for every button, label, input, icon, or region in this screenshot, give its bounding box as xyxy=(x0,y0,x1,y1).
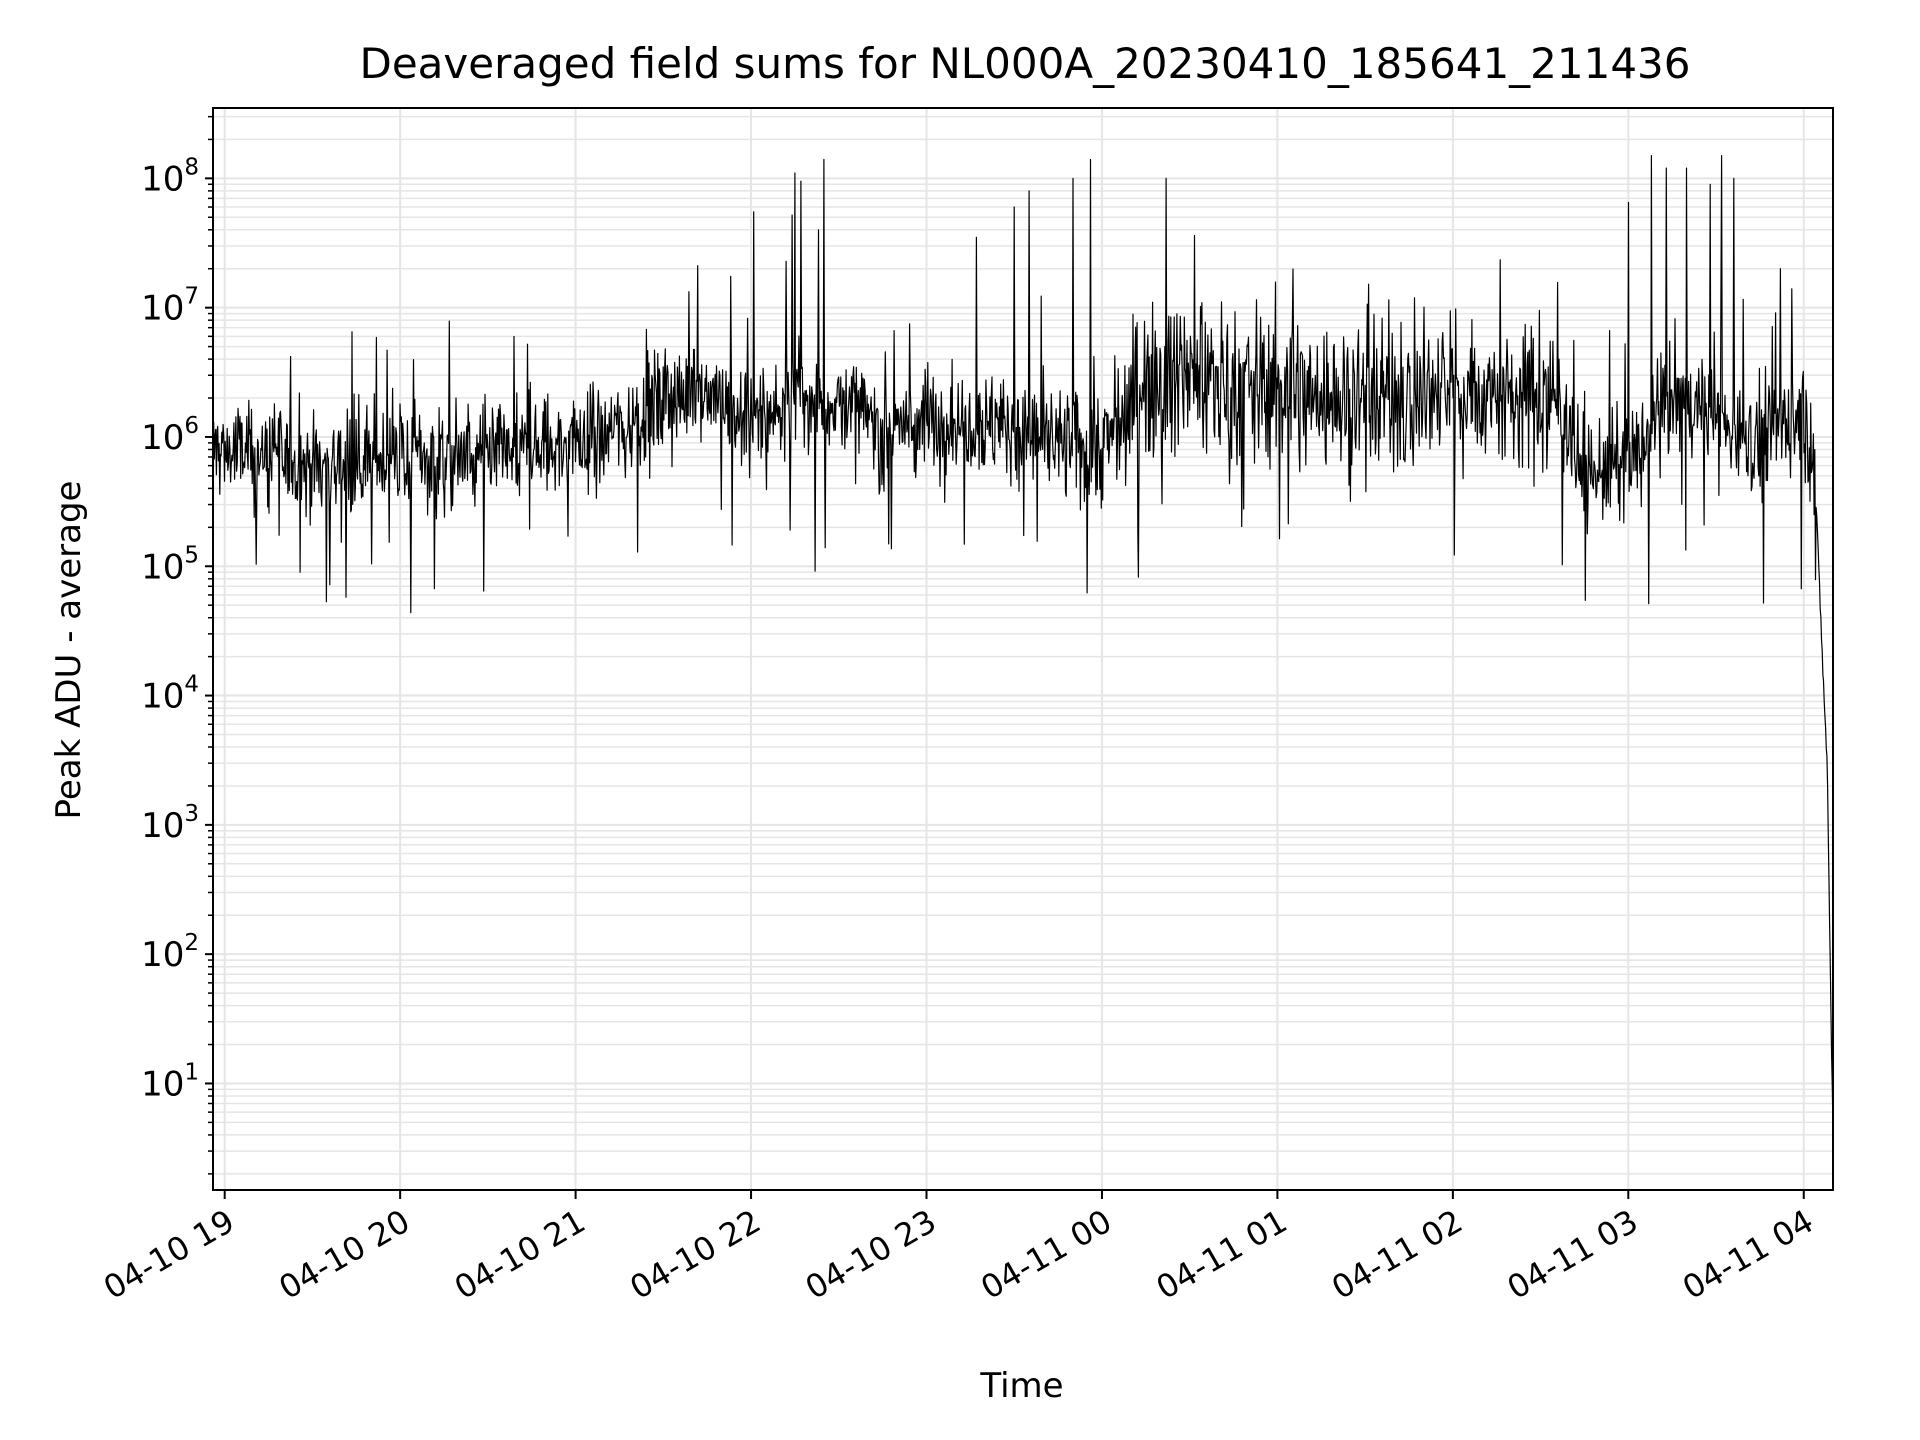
y-tick-label: 105 xyxy=(141,542,199,587)
y-tick-label: 104 xyxy=(141,672,199,717)
x-tick-label: 04-11 00 xyxy=(974,1202,1118,1307)
y-tick-label: 107 xyxy=(141,284,199,329)
plot-area xyxy=(212,107,1834,1191)
x-tick-label: 04-10 19 xyxy=(97,1202,241,1307)
chart-title: Deaveraged field sums for NL000A_2023041… xyxy=(360,39,1691,88)
x-tick-label: 04-10 23 xyxy=(799,1202,943,1307)
series-line xyxy=(213,155,1834,1134)
x-tick-label: 04-11 02 xyxy=(1325,1202,1469,1307)
x-axis-label: Time xyxy=(979,1366,1063,1406)
y-tick-label: 103 xyxy=(141,801,199,846)
x-tick-label: 04-10 20 xyxy=(273,1202,417,1307)
grid xyxy=(213,108,1833,1190)
x-tick-label: 04-11 01 xyxy=(1150,1202,1294,1307)
y-tick-label: 102 xyxy=(141,930,199,975)
y-tick-label: 106 xyxy=(141,413,199,458)
x-tick-label: 04-10 21 xyxy=(448,1202,592,1307)
x-tick-label: 04-10 22 xyxy=(623,1202,767,1307)
series-line-group xyxy=(213,155,1834,1134)
x-axis: 04-10 19 04-10 20 04-10 21 04-10 22 04-10 23… xyxy=(97,1190,1820,1307)
x-tick-label: 04-11 04 xyxy=(1676,1202,1820,1307)
x-tick-label: 04-11 03 xyxy=(1501,1202,1645,1307)
y-axis: 101 102 103 104 105 106 107 108 xyxy=(141,115,213,1175)
y-axis-label: Peak ADU - average xyxy=(49,481,89,820)
y-tick-label: 101 xyxy=(141,1059,199,1104)
y-tick-label: 108 xyxy=(141,154,199,199)
